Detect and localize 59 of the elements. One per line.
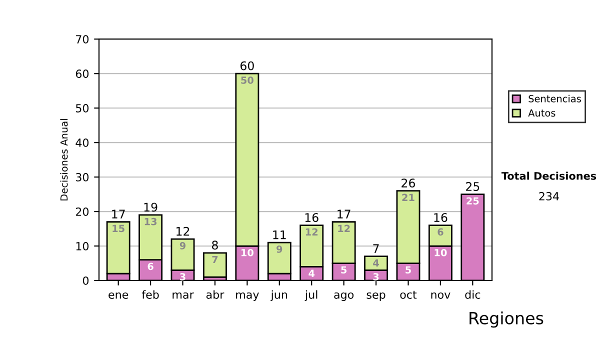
data-label: 21	[402, 194, 414, 201]
text: Total Decisiones	[501, 172, 596, 180]
x-tick-label: dic	[465, 290, 480, 299]
data-label: 9	[180, 242, 186, 250]
data-label: 5	[341, 266, 347, 274]
total-label: 16	[305, 213, 318, 222]
total-label: 7	[373, 244, 379, 253]
total-label: 16	[434, 213, 448, 222]
y-axis-title: Decisiones Anual	[60, 119, 68, 200]
total-label: 11	[273, 230, 286, 240]
x-tick-label: sep	[366, 292, 386, 301]
x-tick-label: nov	[431, 292, 450, 299]
text: Regiones	[470, 312, 544, 328]
x-tick-label: feb	[142, 290, 159, 299]
data-label: 13	[144, 218, 157, 226]
x-tick-label: may	[236, 292, 259, 301]
y-tick-label: 60	[76, 70, 89, 78]
data-label: 15	[112, 224, 124, 232]
x-tick-label: abr	[206, 290, 224, 299]
total-label: 25	[466, 182, 480, 191]
legend-label: Autos	[528, 109, 556, 117]
x-tick-label: jun	[270, 290, 288, 301]
data-label: 9	[276, 246, 282, 253]
total-label: 26	[402, 178, 416, 188]
data-label: 10	[242, 248, 254, 256]
data-label: 7	[212, 256, 218, 264]
y-tick-label: 30	[76, 173, 89, 182]
x-tick-label: ago	[334, 292, 354, 301]
total-label: 8	[212, 240, 218, 250]
data-label: 25	[466, 197, 479, 205]
y-tick-label: 10	[76, 242, 89, 250]
data-label: 12	[306, 228, 318, 236]
data-label: 4	[308, 270, 315, 277]
y-tick-label: 40	[76, 138, 89, 147]
y-tick-label: 0	[82, 276, 89, 285]
data-label: 6	[438, 228, 444, 236]
y-tick-label: 20	[76, 208, 89, 216]
data-label: 3	[373, 273, 379, 280]
total-label: 17	[112, 210, 125, 218]
y-tick-label: 70	[76, 35, 89, 44]
data-label: 6	[148, 262, 154, 270]
x-tick-label: mar	[172, 292, 194, 299]
text: 234	[539, 192, 559, 200]
total-label: 12	[176, 226, 190, 236]
bar	[203, 252, 227, 278]
legend-label: Sentencias	[528, 94, 581, 102]
data-label: 12	[338, 224, 350, 232]
data-label: 4	[373, 259, 379, 267]
x-tick-label: jul	[304, 290, 318, 301]
total-label: 17	[338, 210, 350, 218]
data-label: 3	[180, 273, 186, 280]
data-label: 50	[241, 76, 254, 84]
x-tick-label: ene	[108, 292, 128, 299]
total-label: 60	[240, 61, 254, 70]
y-tick-label: 50	[76, 104, 89, 112]
data-label: 10	[434, 248, 447, 256]
x-tick-label: oct	[400, 290, 417, 299]
total-label: 19	[144, 202, 158, 212]
data-label: 5	[406, 266, 411, 274]
